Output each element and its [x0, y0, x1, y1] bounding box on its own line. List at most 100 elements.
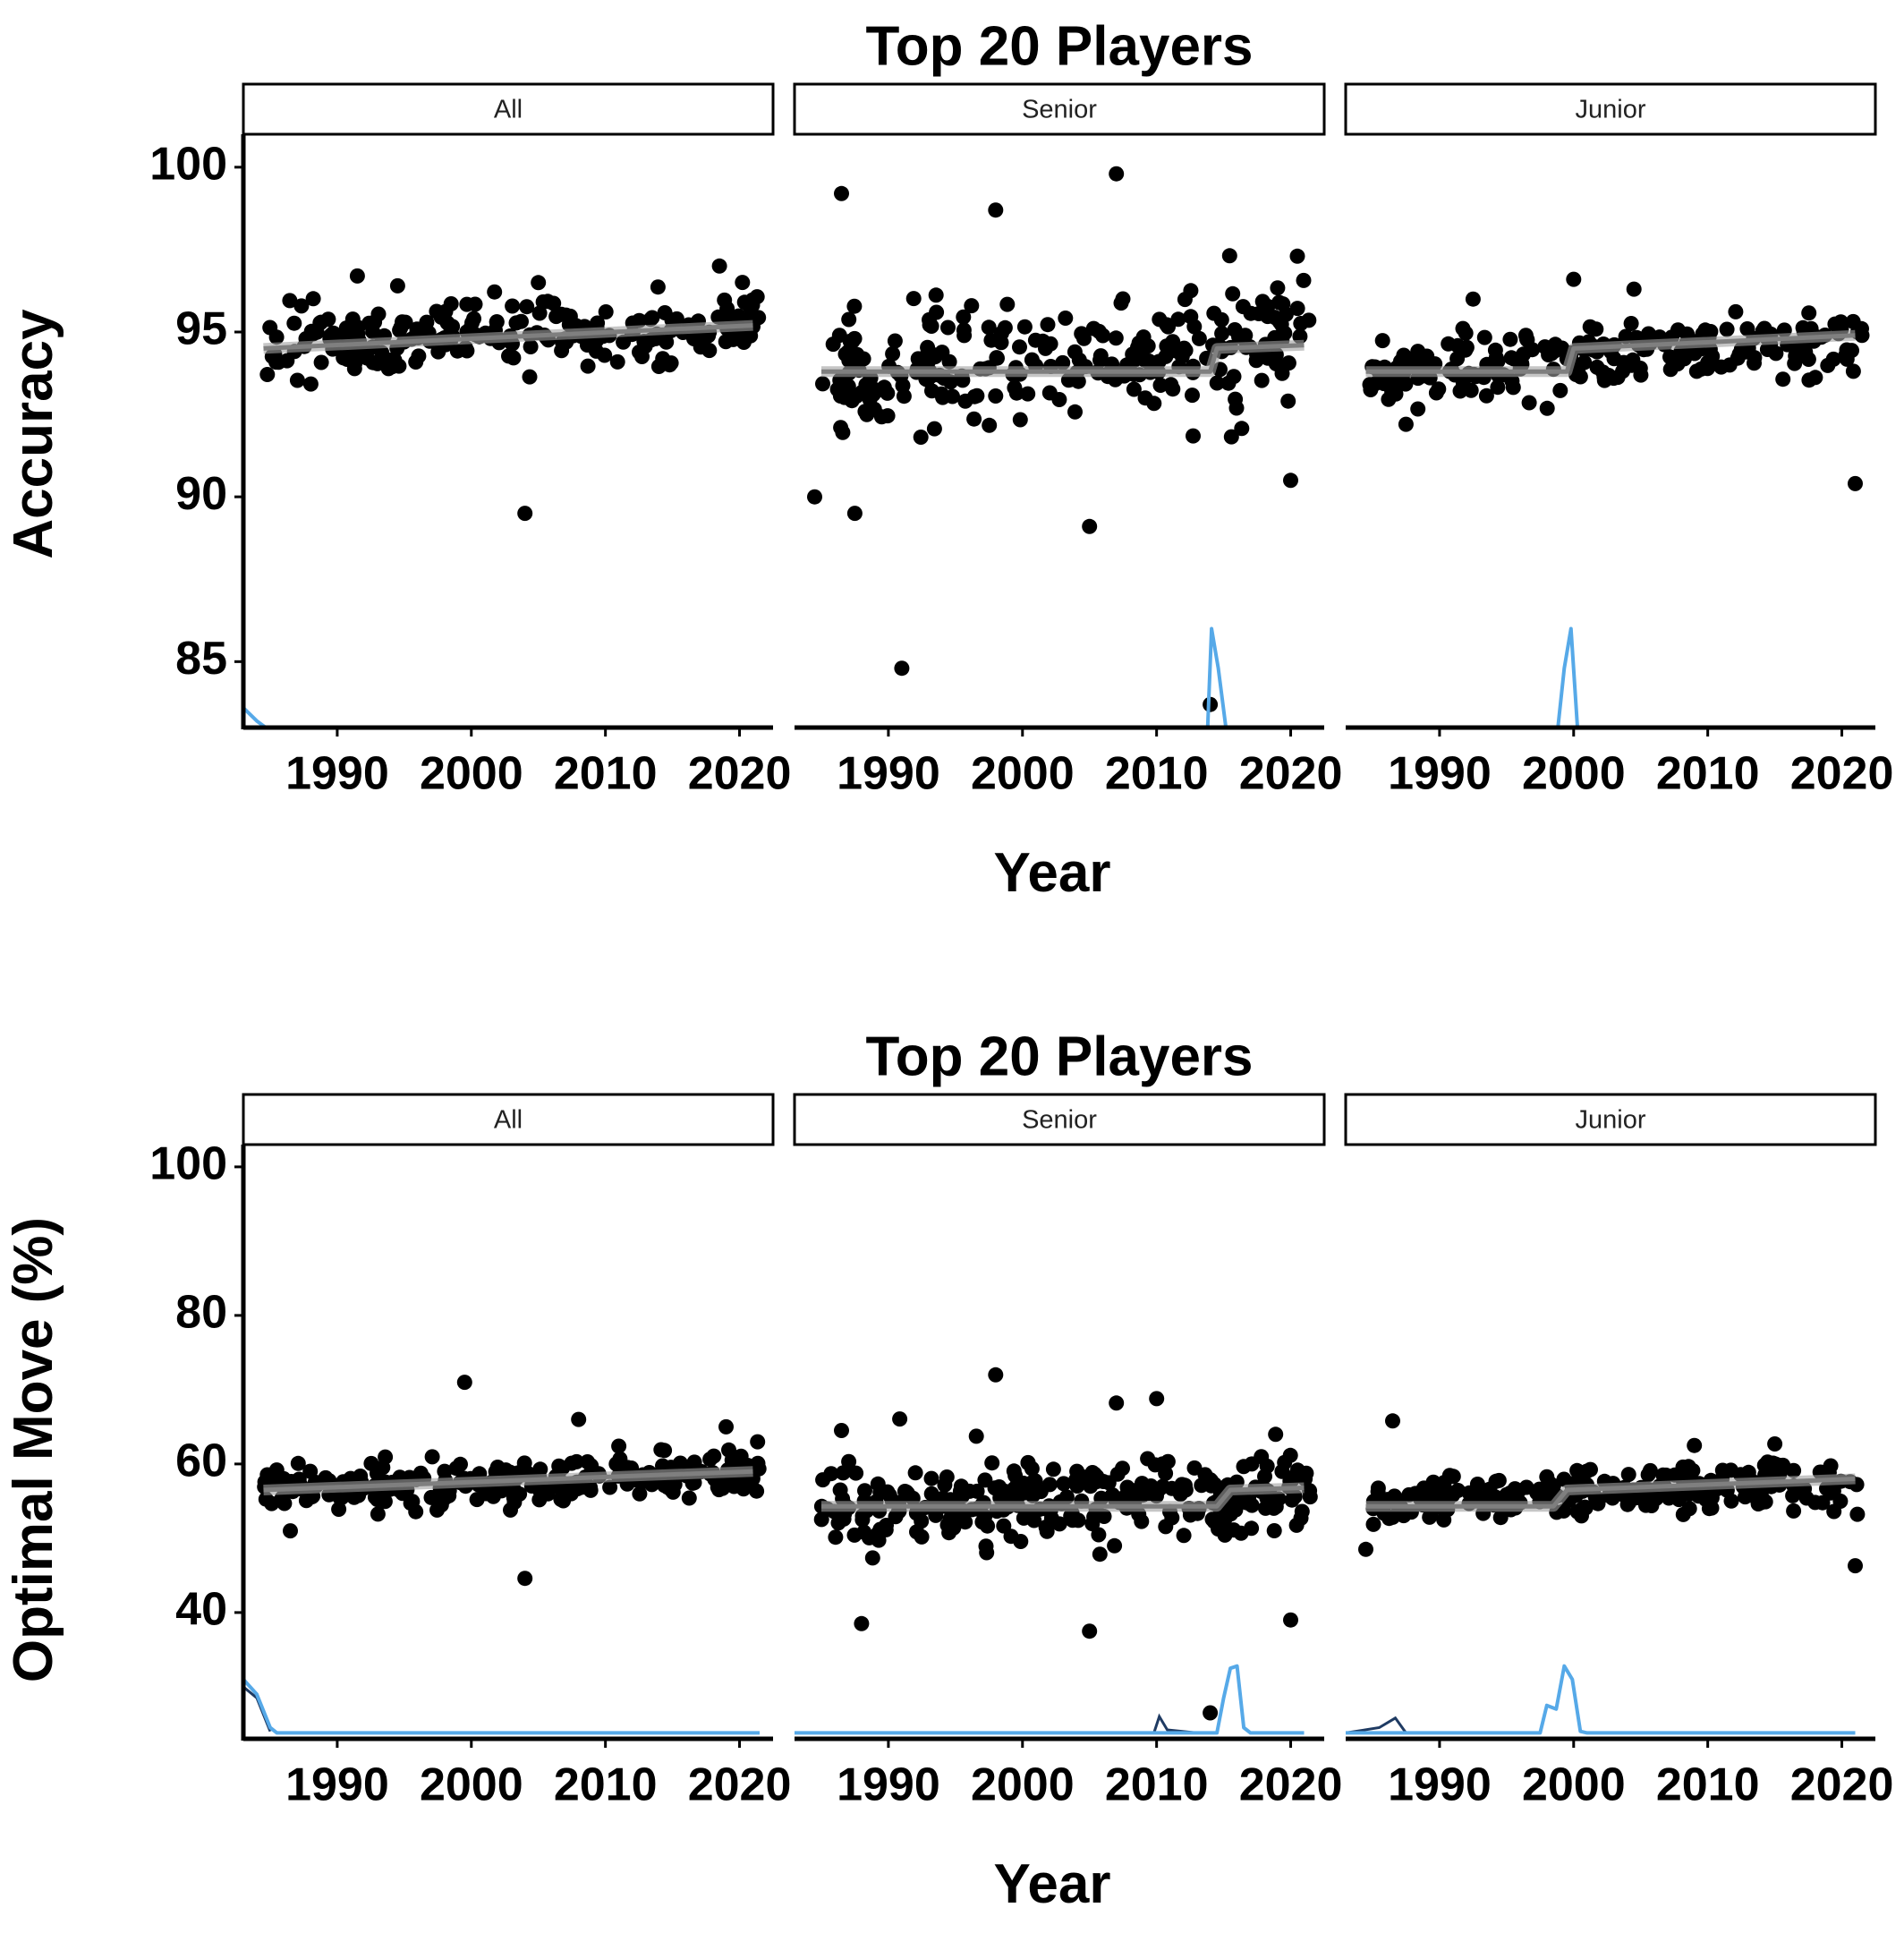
outlier-point	[389, 277, 405, 294]
data-point	[870, 1476, 886, 1492]
data-point	[1775, 371, 1791, 387]
data-point	[978, 1538, 994, 1554]
outlier-point	[1566, 271, 1582, 287]
data-point	[1693, 361, 1709, 377]
data-point	[289, 372, 305, 388]
y-axis-label: Accuracy	[3, 309, 64, 559]
data-point	[1084, 1465, 1101, 1480]
data-point	[598, 304, 614, 319]
data-point	[611, 1438, 627, 1454]
x-tick-label: 2020	[1790, 748, 1894, 800]
data-point	[736, 294, 752, 311]
data-point	[1662, 349, 1678, 365]
data-point	[293, 298, 310, 314]
data-point	[1294, 1503, 1310, 1520]
data-point	[1274, 365, 1290, 381]
data-point	[1845, 363, 1861, 379]
data-point	[1012, 339, 1027, 355]
data-point	[1396, 347, 1412, 363]
data-point	[999, 296, 1016, 312]
data-point	[1237, 328, 1254, 344]
data-point	[1298, 1465, 1314, 1481]
data-point	[989, 350, 1005, 366]
data-point	[1517, 328, 1534, 344]
data-point	[897, 1484, 913, 1499]
data-point	[1633, 367, 1649, 383]
data-point	[282, 293, 298, 309]
data-point	[844, 393, 860, 409]
data-point	[1374, 333, 1390, 349]
data-point	[1407, 1486, 1424, 1502]
data-point	[1211, 1521, 1226, 1537]
x-tick-label: 1990	[285, 1759, 389, 1811]
data-point	[1756, 322, 1772, 338]
data-point	[1422, 1509, 1438, 1525]
y-tick-label: 60	[175, 1435, 227, 1487]
data-point	[1058, 311, 1074, 326]
data-point	[580, 1454, 596, 1469]
density-line	[1556, 626, 1580, 728]
data-point	[836, 1511, 852, 1527]
points-group	[1362, 271, 1870, 491]
data-point	[849, 346, 865, 362]
data-point	[997, 319, 1013, 336]
facet-senior: Senior 1990 2000 2010 2020	[793, 82, 1342, 800]
panel-plot-area	[1362, 271, 1870, 728]
data-point	[1131, 1482, 1147, 1498]
data-point	[634, 349, 650, 364]
data-point	[1719, 321, 1735, 337]
data-point	[828, 1529, 844, 1546]
outlier-point	[846, 506, 863, 522]
facet-strip	[242, 1093, 775, 1146]
data-point	[841, 1453, 857, 1469]
y-tick-label: 90	[175, 468, 227, 520]
data-point	[846, 298, 863, 314]
data-point	[347, 347, 363, 363]
trend-line	[821, 343, 1305, 374]
data-point	[385, 359, 401, 375]
outlier-point	[1465, 291, 1481, 307]
data-point	[1006, 1463, 1022, 1479]
data-point	[1254, 1449, 1270, 1465]
outlier-point	[283, 1523, 298, 1539]
data-point	[718, 334, 734, 350]
data-point	[1662, 362, 1679, 378]
data-point	[1787, 355, 1803, 371]
data-point	[1700, 1486, 1715, 1502]
y-tick-label: 95	[175, 303, 227, 355]
data-point	[969, 387, 985, 404]
outlier-point	[1289, 248, 1305, 264]
data-point	[346, 1489, 362, 1505]
data-point	[608, 1456, 625, 1472]
data-point	[892, 1411, 908, 1427]
data-point	[750, 1434, 766, 1450]
data-point	[609, 353, 625, 370]
data-point	[290, 1455, 306, 1471]
data-point	[1176, 340, 1192, 356]
outlier-point	[517, 1571, 533, 1587]
data-point	[1301, 312, 1317, 328]
data-point	[940, 319, 956, 336]
outlier-point	[1203, 1705, 1219, 1721]
data-point	[532, 1461, 548, 1477]
data-point	[983, 332, 999, 348]
data-point	[516, 1455, 532, 1471]
data-point	[1020, 386, 1036, 402]
chart-title: Top 20 Players	[865, 15, 1253, 77]
facet-strip-label: All	[494, 1106, 523, 1135]
data-point	[1449, 351, 1466, 367]
data-point	[996, 1518, 1012, 1534]
outlier-point	[1283, 473, 1298, 489]
data-point	[914, 1529, 930, 1545]
chart-1: Top 20 Players Accuracy Year 85 90 95 100 All 19…	[3, 15, 1893, 904]
data-point	[1419, 348, 1435, 364]
data-point	[1302, 1483, 1318, 1499]
data-point	[1452, 383, 1468, 399]
facet-strip	[793, 82, 1326, 136]
data-point	[320, 311, 336, 328]
data-point	[1478, 387, 1494, 404]
data-point	[733, 1448, 749, 1464]
data-point	[1040, 317, 1056, 333]
data-point	[1177, 1477, 1193, 1494]
density-line	[1205, 626, 1228, 728]
